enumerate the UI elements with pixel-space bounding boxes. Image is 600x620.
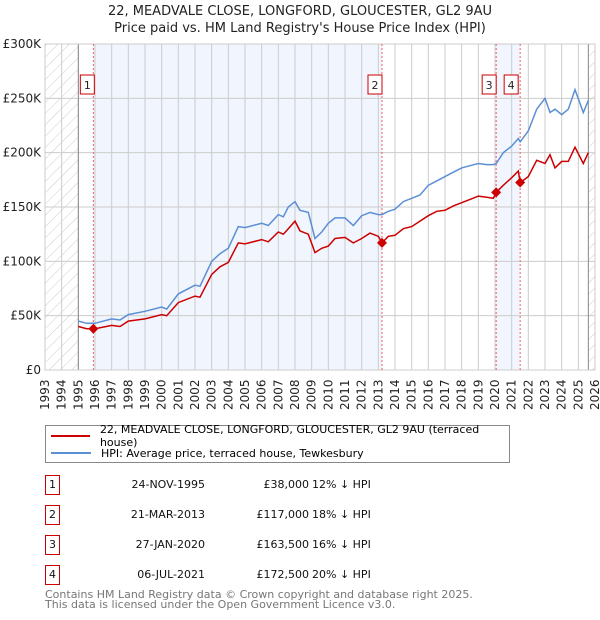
sale-point bbox=[491, 187, 502, 198]
legend-swatch-red bbox=[51, 435, 90, 437]
sale-price: £38,000 bbox=[263, 478, 310, 491]
x-tick-label: 2023 bbox=[538, 379, 552, 410]
sale-hpi-diff: 18% ↓ HPI bbox=[312, 508, 371, 521]
sale-date: 27-JAN-2020 bbox=[135, 538, 205, 551]
sale-date: 21-MAR-2013 bbox=[130, 508, 205, 521]
sale-date: 06-JUL-2021 bbox=[137, 568, 205, 581]
x-tick-label: 1999 bbox=[138, 379, 152, 410]
legend-item-hpi: HPI: Average price, terraced house, Tewk… bbox=[51, 445, 364, 461]
y-tick-label: £150K bbox=[3, 200, 43, 214]
footer-line-2: This data is licensed under the Open Gov… bbox=[45, 598, 396, 611]
x-tick-label: 2015 bbox=[405, 379, 419, 410]
sale-point bbox=[377, 237, 387, 248]
sale-hpi-diff: 12% ↓ HPI bbox=[312, 478, 371, 491]
sale-price: £117,000 bbox=[256, 508, 310, 521]
x-tick-label: 2019 bbox=[471, 379, 485, 410]
x-tick-label: 2017 bbox=[438, 379, 452, 410]
x-tick-label: 2013 bbox=[371, 379, 385, 410]
x-tick-label: 2024 bbox=[555, 379, 569, 410]
y-tick-label: £250K bbox=[3, 91, 43, 105]
sale-label: 2 bbox=[372, 79, 379, 92]
legend-label: 22, MEADVALE CLOSE, LONGFORD, GLOUCESTER… bbox=[99, 423, 480, 449]
footer-line-1: Contains HM Land Registry data © Crown c… bbox=[45, 588, 473, 601]
x-tick-label: 1994 bbox=[55, 379, 69, 410]
legend-item-property: 22, MEADVALE CLOSE, LONGFORD, GLOUCESTER… bbox=[51, 423, 509, 449]
sale-row: 4 06-JUL-2021 £172,500 20% ↓ HPI bbox=[45, 565, 545, 585]
x-tick-label: 2020 bbox=[488, 379, 502, 410]
chart-subtitle: Price paid vs. HM Land Registry's House … bbox=[114, 21, 486, 36]
x-tick-label: 2022 bbox=[521, 379, 535, 410]
y-tick-label: £50K bbox=[10, 309, 42, 323]
sale-row: 1 24-NOV-1995 £38,000 12% ↓ HPI bbox=[45, 475, 545, 495]
x-tick-label: 1993 bbox=[38, 379, 52, 410]
x-tick-label: 2001 bbox=[171, 379, 185, 410]
sale-point bbox=[88, 323, 99, 334]
sale-badge: 3 bbox=[45, 535, 60, 555]
footer: Contains HM Land Registry data © Crown c… bbox=[45, 588, 473, 611]
sale-label: 1 bbox=[84, 79, 91, 92]
legend: 22, MEADVALE CLOSE, LONGFORD, GLOUCESTER… bbox=[45, 423, 510, 463]
sale-hpi-diff: 20% ↓ HPI bbox=[312, 568, 371, 581]
x-tick-label: 2006 bbox=[255, 379, 269, 410]
legend-swatch-blue bbox=[51, 452, 91, 454]
y-tick-label: £0 bbox=[26, 363, 41, 377]
plot-border bbox=[44, 43, 596, 371]
x-tick-label: 2000 bbox=[155, 379, 169, 410]
sale-label: 3 bbox=[486, 79, 493, 92]
y-tick-label: £100K bbox=[3, 254, 43, 268]
x-tick-label: 2007 bbox=[271, 379, 285, 410]
sale-label: 4 bbox=[508, 79, 515, 92]
x-tick-label: 2002 bbox=[188, 379, 202, 410]
y-tick-label: £300K bbox=[3, 37, 43, 51]
x-tick-label: 2026 bbox=[588, 379, 600, 410]
x-tick-label: 2014 bbox=[388, 379, 402, 410]
legend-label: HPI: Average price, terraced house, Tewk… bbox=[101, 446, 364, 460]
sale-badge: 1 bbox=[45, 475, 60, 495]
sale-date: 24-NOV-1995 bbox=[131, 478, 205, 491]
x-tick-label: 2025 bbox=[571, 379, 585, 410]
x-tick-label: 2003 bbox=[205, 379, 219, 410]
x-tick-label: 2018 bbox=[455, 379, 469, 410]
sale-price: £163,500 bbox=[256, 538, 310, 551]
x-tick-label: 2009 bbox=[305, 379, 319, 410]
x-tick-label: 2005 bbox=[238, 379, 252, 410]
x-tick-label: 2016 bbox=[421, 379, 435, 410]
sale-badge: 2 bbox=[45, 505, 60, 525]
x-tick-label: 1996 bbox=[88, 379, 102, 410]
sale-price: £172,500 bbox=[256, 568, 310, 581]
y-tick-label: £200K bbox=[3, 146, 43, 160]
x-tick-label: 2012 bbox=[355, 379, 369, 410]
sale-label-box bbox=[481, 74, 497, 95]
property-price-line bbox=[78, 145, 589, 330]
x-tick-label: 1995 bbox=[71, 379, 85, 410]
x-tick-label: 2011 bbox=[338, 379, 352, 410]
sale-row: 2 21-MAR-2013 £117,000 18% ↓ HPI bbox=[45, 505, 545, 525]
sale-label-box bbox=[367, 74, 383, 95]
sale-badge: 4 bbox=[45, 565, 60, 585]
x-tick-label: 1998 bbox=[121, 379, 135, 410]
x-tick-label: 1997 bbox=[105, 379, 119, 410]
x-tick-label: 2021 bbox=[505, 379, 519, 410]
x-tick-label: 2010 bbox=[321, 379, 335, 410]
sale-point bbox=[515, 177, 526, 188]
x-tick-label: 2004 bbox=[221, 379, 235, 410]
sale-hpi-diff: 16% ↓ HPI bbox=[312, 538, 371, 551]
x-tick-label: 2008 bbox=[288, 379, 302, 410]
sale-label-box bbox=[503, 74, 519, 95]
sale-row: 3 27-JAN-2020 £163,500 16% ↓ HPI bbox=[45, 535, 545, 555]
hpi-line bbox=[78, 87, 589, 325]
price-chart: 1993 1994 1995 1996 1997 1998 1999 2000 2001 2002… bbox=[3, 37, 600, 410]
chart-title: 22, MEADVALE CLOSE, LONGFORD, GLOUCESTER… bbox=[107, 4, 493, 19]
sale-label-box bbox=[79, 74, 95, 95]
